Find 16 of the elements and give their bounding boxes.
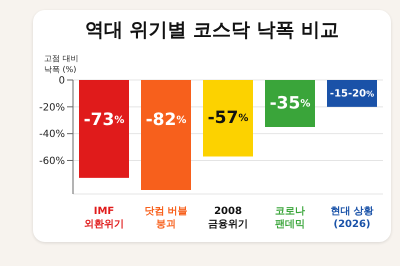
data-label: -73% <box>84 110 124 130</box>
data-label: -15-20% <box>330 88 374 99</box>
x-tick-label: 현대 상황 (2026) <box>330 206 374 230</box>
x-tick-label: 2008 금융위기 <box>208 206 248 230</box>
y-tick-label: -20% <box>39 102 65 114</box>
y-axis-title: 고점 대비 낙폭 (%) <box>44 53 79 75</box>
chart-title: 역대 위기별 코스닥 낙폭 비교 <box>84 18 340 43</box>
x-tick-label: 코로나 팬데믹 <box>275 206 305 230</box>
x-tick-label: IMF 외환위기 <box>84 206 124 230</box>
data-label: -57% <box>208 108 248 128</box>
y-tick-label: -40% <box>39 129 65 140</box>
data-label: -82% <box>146 110 186 130</box>
x-tick-label: 닷컴 버블 붕괴 <box>144 206 188 230</box>
data-label: -35% <box>270 93 310 114</box>
y-tick-label: 0 <box>58 76 65 87</box>
y-tick-label: -60% <box>39 156 65 168</box>
